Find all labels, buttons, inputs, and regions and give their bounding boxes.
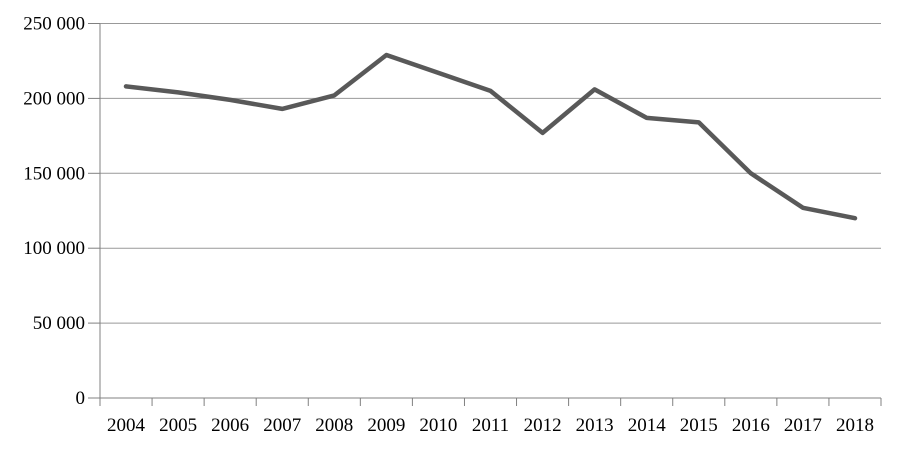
x-axis-label: 2008 [315, 415, 353, 436]
y-axis-label: 200 000 [23, 88, 85, 109]
y-axis-label: 0 [76, 388, 86, 409]
x-axis-label: 2007 [263, 415, 301, 436]
x-axis-label: 2017 [784, 415, 822, 436]
x-axis-label: 2004 [107, 415, 146, 436]
data-series-line [123, 52, 858, 221]
y-axis-label: 100 000 [23, 238, 85, 259]
x-axis-label: 2015 [680, 415, 718, 436]
x-axis-label: 2005 [159, 415, 197, 436]
x-axis-label: 2014 [628, 415, 667, 436]
x-axis-label: 2018 [836, 415, 874, 436]
x-axis-label: 2006 [211, 415, 249, 436]
x-axis-label: 2013 [576, 415, 614, 436]
y-axis-label: 50 000 [33, 313, 85, 334]
x-axis-label: 2011 [472, 415, 509, 436]
x-axis-label: 2010 [419, 415, 457, 436]
y-axis-label: 150 000 [23, 163, 85, 184]
y-axis-label: 250 000 [23, 14, 85, 35]
x-axis-label: 2016 [732, 415, 770, 436]
x-axis-label: 2009 [367, 415, 405, 436]
x-axis-label: 2012 [524, 415, 562, 436]
